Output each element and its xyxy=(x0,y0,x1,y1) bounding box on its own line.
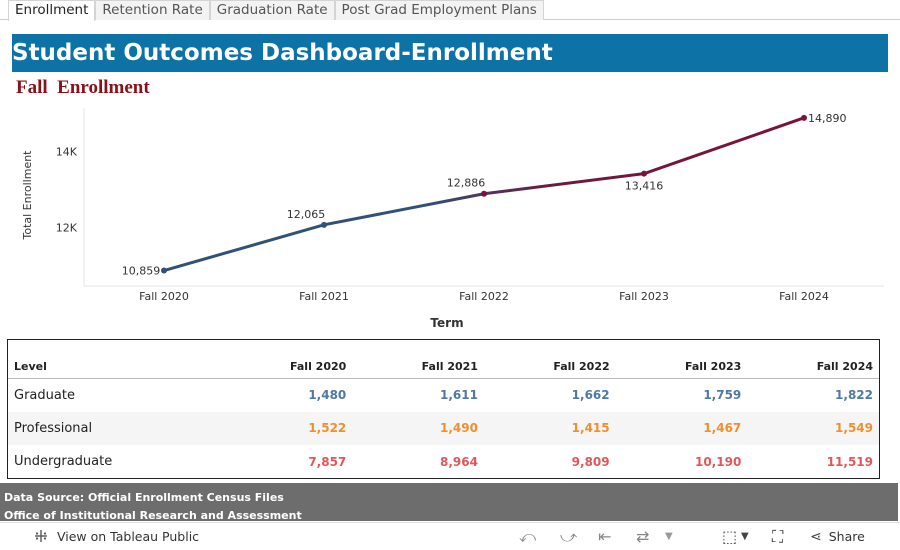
column-header: Fall 2020 xyxy=(220,340,353,379)
tab-retention-rate[interactable]: Retention Rate xyxy=(95,0,210,20)
data-label: 14,890 xyxy=(808,112,847,125)
value-cell[interactable]: 8,964 xyxy=(439,454,478,469)
value-cell[interactable]: 10,190 xyxy=(694,454,742,469)
value-cell[interactable]: 1,549 xyxy=(747,411,879,445)
tab-post-grad-employment[interactable]: Post Grad Employment Plans xyxy=(334,0,544,20)
table-header-row: Level Fall 2020 Fall 2021 Fall 2022 Fall… xyxy=(8,340,879,379)
value-cell[interactable]: 9,809 xyxy=(571,454,610,469)
view-on-tableau-link[interactable]: View on Tableau Public xyxy=(34,528,199,546)
value-cell[interactable]: 1,822 xyxy=(835,388,873,402)
data-label: 13,416 xyxy=(625,180,664,193)
x-tick-label: Fall 2023 xyxy=(619,290,669,303)
enrollment-line-chart[interactable]: Total Enrollment Term 12K 14K Fall 2020 Fa… xyxy=(0,100,900,335)
tableau-logo-icon xyxy=(35,530,47,542)
redo-icon[interactable]: ⤻ xyxy=(560,527,578,546)
value-cell[interactable]: 7,857 xyxy=(308,454,347,469)
data-source-footer: Data Source: Official Enrollment Census … xyxy=(0,483,898,522)
level-cell: Undergraduate xyxy=(14,454,113,470)
refresh-icon[interactable]: ⇄ xyxy=(636,527,650,546)
enrollment-table: Level Fall 2020 Fall 2021 Fall 2022 Fall… xyxy=(7,339,880,479)
column-header: Fall 2021 xyxy=(352,340,484,379)
data-point[interactable] xyxy=(641,170,647,177)
tab-bar: Enrollment Retention Rate Graduation Rat… xyxy=(0,0,900,21)
data-label: 10,859 xyxy=(122,265,161,278)
level-column-header: Level xyxy=(8,340,221,379)
value-cell[interactable]: 1,490 xyxy=(352,411,484,445)
value-cell[interactable]: 1,662 xyxy=(571,388,610,402)
footer-line-source: Data Source: Official Enrollment Census … xyxy=(4,491,284,504)
column-header: Fall 2023 xyxy=(615,340,748,379)
value-cell[interactable]: 1,759 xyxy=(703,388,742,402)
data-point[interactable] xyxy=(321,221,327,228)
level-cell: Graduate xyxy=(14,387,75,403)
dashboard-title: Student Outcomes Dashboard-Enrollment xyxy=(12,34,888,72)
data-label: 12,065 xyxy=(287,208,326,221)
view-on-tableau-label: View on Tableau Public xyxy=(56,529,200,544)
y-tick-label: 14K xyxy=(56,146,78,159)
share-button[interactable]: ⋖ Share xyxy=(810,528,865,546)
value-cell[interactable]: 1,467 xyxy=(615,411,748,445)
data-point[interactable] xyxy=(801,114,807,121)
x-tick-label: Fall 2020 xyxy=(139,290,189,303)
table-row: Undergraduate 7,857 8,964 9,809 10,190 11,519 xyxy=(8,445,879,479)
x-tick-label: Fall 2024 xyxy=(779,290,829,303)
table-row: Professional 1,522 1,490 1,415 1,467 1,549 xyxy=(8,411,879,445)
refresh-dropdown-icon[interactable]: ▼ xyxy=(665,531,673,542)
chart-subtitle: Fall Enrollment xyxy=(16,77,150,98)
share-label: Share xyxy=(828,529,865,544)
tab-graduation-rate[interactable]: Graduation Rate xyxy=(209,0,335,20)
share-icon: ⋖ xyxy=(810,529,822,545)
fullscreen-icon[interactable]: ⛶ xyxy=(772,527,784,546)
value-cell[interactable]: 1,480 xyxy=(308,388,347,402)
revert-icon[interactable]: ⇤ xyxy=(598,527,612,546)
tableau-toolbar: View on Tableau Public ⤺ ⤻ ⇤ ⇄ ▼ ⬚ ▼ ⛶ ⋖… xyxy=(0,522,900,550)
tab-enrollment[interactable]: Enrollment xyxy=(8,0,96,21)
value-cell[interactable]: 1,611 xyxy=(439,388,478,402)
column-header: Fall 2022 xyxy=(483,340,616,379)
x-axis-label: Term xyxy=(430,316,463,330)
value-cell[interactable]: 1,522 xyxy=(220,411,353,445)
footer-line-office: Office of Institutional Research and Ass… xyxy=(4,509,302,522)
column-header: Fall 2024 xyxy=(747,340,879,379)
download-dropdown-icon[interactable]: ▼ xyxy=(741,531,749,542)
data-point[interactable] xyxy=(481,190,487,197)
y-tick-label: 12K xyxy=(56,221,78,234)
value-cell[interactable]: 1,415 xyxy=(483,411,616,445)
data-label: 12,886 xyxy=(447,177,486,190)
data-point[interactable] xyxy=(161,267,167,274)
x-tick-label: Fall 2021 xyxy=(299,290,349,303)
download-icon[interactable]: ⬚ xyxy=(722,527,738,546)
table-row: Graduate 1,480 1,611 1,662 1,759 1,822 xyxy=(8,378,879,412)
undo-icon[interactable]: ⤺ xyxy=(519,527,537,546)
y-axis-label: Total Enrollment xyxy=(21,150,34,241)
x-tick-label: Fall 2022 xyxy=(459,290,509,303)
level-cell: Professional xyxy=(8,411,221,445)
value-cell[interactable]: 11,519 xyxy=(826,454,873,469)
